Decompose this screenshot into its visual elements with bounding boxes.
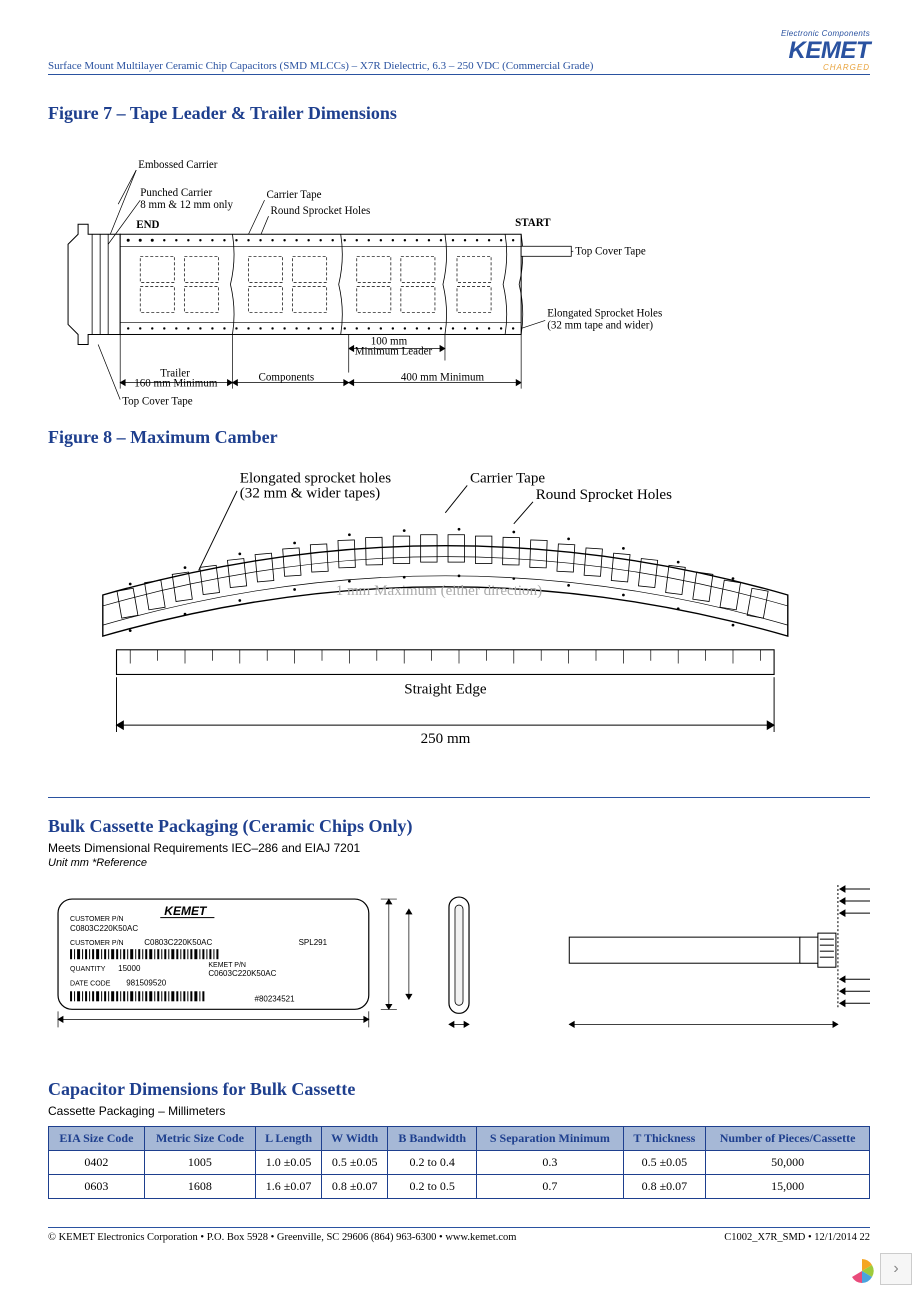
logo-tagline-bottom: CHARGED bbox=[781, 64, 870, 72]
table-cell: 0.7 bbox=[477, 1175, 624, 1199]
f8-round: Round Sprocket Holes bbox=[536, 487, 672, 503]
table-cell: 0402 bbox=[49, 1151, 145, 1175]
f8-straight: Straight Edge bbox=[404, 681, 487, 697]
table-header: L Length bbox=[256, 1127, 322, 1151]
card-cust-pn: C0803C220K50AC bbox=[70, 924, 138, 933]
footer-left: © KEMET Electronics Corporation • P.O. B… bbox=[48, 1232, 516, 1243]
f8-elongated: Elongated sprocket holes (32 mm & wider … bbox=[240, 470, 395, 501]
table-header: Metric Size Code bbox=[144, 1127, 255, 1151]
viewer-logo-icon bbox=[848, 1257, 876, 1285]
footer: © KEMET Electronics Corporation • P.O. B… bbox=[48, 1227, 870, 1243]
table-header: S Separation Minimum bbox=[477, 1127, 624, 1151]
table-header: EIA Size Code bbox=[49, 1127, 145, 1151]
f8-250: 250 mm bbox=[421, 731, 471, 747]
table-cell: 0.3 bbox=[477, 1151, 624, 1175]
chevron-right-icon: › bbox=[893, 1260, 898, 1278]
table-row: 040210051.0 ±0.050.5 ±0.050.2 to 0.40.30… bbox=[49, 1151, 870, 1175]
card-kpn-lbl: KEMET P/N bbox=[208, 962, 246, 969]
next-page-button[interactable]: › bbox=[880, 1253, 912, 1285]
card-cust-lbl: CUSTOMER P/N bbox=[70, 916, 124, 923]
f7-start: START bbox=[515, 217, 551, 229]
card-qty: 15000 bbox=[118, 964, 141, 973]
table-header: T Thickness bbox=[623, 1127, 706, 1151]
figure8-diagram: Elongated sprocket holes (32 mm & wider … bbox=[48, 458, 870, 773]
card-kemet: KEMET bbox=[164, 904, 208, 918]
logo-block: Electronic Components KEMET CHARGED bbox=[781, 30, 870, 72]
f7-top-cover2: Top Cover Tape bbox=[122, 396, 193, 408]
card-date-lbl: DATE CODE bbox=[70, 980, 111, 987]
table-cell: 0603 bbox=[49, 1175, 145, 1199]
card-kpn: C0603C220K50AC bbox=[208, 969, 276, 978]
table-cell: 1.0 ±0.05 bbox=[256, 1151, 322, 1175]
f7-punched: Punched Carrier 8 mm & 12 mm only bbox=[140, 187, 233, 211]
card-spl: SPL291 bbox=[299, 938, 328, 947]
table-cell: 15,000 bbox=[706, 1175, 870, 1199]
f7-end: END bbox=[136, 219, 159, 231]
barcode-icon bbox=[70, 949, 220, 959]
table-cell: 1.6 ±0.07 bbox=[256, 1175, 322, 1199]
table-cell: 0.2 to 0.4 bbox=[388, 1151, 477, 1175]
f7-components: Components bbox=[259, 372, 315, 384]
bulk-meets: Meets Dimensional Requirements IEC–286 a… bbox=[48, 841, 870, 855]
f7-carrier-tape: Carrier Tape bbox=[267, 189, 322, 201]
f8-note: 1 mm Maximum (either direction) bbox=[336, 583, 542, 599]
card-batch: #80234521 bbox=[255, 994, 296, 1003]
doc-header-title: Surface Mount Multilayer Ceramic Chip Ca… bbox=[48, 60, 593, 72]
figure7-diagram: Embossed Carrier Punched Carrier 8 mm & … bbox=[48, 134, 870, 415]
footer-right: C1002_X7R_SMD • 12/1/2014 22 bbox=[724, 1232, 870, 1243]
bulk-diagram: KEMET CUSTOMER P/N C0803C220K50AC CUSTOM… bbox=[48, 879, 870, 1059]
table-cell: 0.5 ±0.05 bbox=[322, 1151, 388, 1175]
f7-elongated: Elongated Sprocket Holes (32 mm tape and… bbox=[547, 307, 665, 331]
table-cell: 1005 bbox=[144, 1151, 255, 1175]
table-row: 060316081.6 ±0.070.8 ±0.070.2 to 0.50.70… bbox=[49, 1175, 870, 1199]
table-header: W Width bbox=[322, 1127, 388, 1151]
table-header: Number of Pieces/Cassette bbox=[706, 1127, 870, 1151]
table-cell: 0.5 ±0.05 bbox=[623, 1151, 706, 1175]
header: Surface Mount Multilayer Ceramic Chip Ca… bbox=[48, 30, 870, 75]
table-cell: 0.8 ±0.07 bbox=[623, 1175, 706, 1199]
dims-title: Capacitor Dimensions for Bulk Cassette bbox=[48, 1079, 870, 1100]
figure8-title: Figure 8 – Maximum Camber bbox=[48, 427, 870, 448]
table-cell: 0.2 to 0.5 bbox=[388, 1175, 477, 1199]
f7-400: 400 mm Minimum bbox=[401, 372, 485, 384]
table-header: B Bandwidth bbox=[388, 1127, 477, 1151]
logo-text: KEMET bbox=[781, 38, 870, 63]
card-cust2-pn: C0803C220K50AC bbox=[144, 938, 212, 947]
f7-top-cover: Top Cover Tape bbox=[575, 245, 646, 257]
dims-table: EIA Size CodeMetric Size CodeL LengthW W… bbox=[48, 1126, 870, 1199]
f7-embossed: Embossed Carrier bbox=[138, 159, 218, 171]
f8-carrier: Carrier Tape bbox=[470, 470, 545, 486]
figure7-title: Figure 7 – Tape Leader & Trailer Dimensi… bbox=[48, 103, 870, 124]
bulk-title: Bulk Cassette Packaging (Ceramic Chips O… bbox=[48, 816, 870, 837]
f7-trailer: Trailer 160 mm Minimum bbox=[134, 368, 218, 390]
f7-leader100: 100 mm Minimum Leader bbox=[355, 335, 433, 357]
table-cell: 50,000 bbox=[706, 1151, 870, 1175]
divider bbox=[48, 797, 870, 798]
dims-sub: Cassette Packaging – Millimeters bbox=[48, 1104, 870, 1118]
table-cell: 1608 bbox=[144, 1175, 255, 1199]
card-cust2-lbl: CUSTOMER P/N bbox=[70, 940, 124, 947]
bulk-unit: Unit mm *Reference bbox=[48, 857, 870, 869]
table-cell: 0.8 ±0.07 bbox=[322, 1175, 388, 1199]
card-qty-lbl: QUANTITY bbox=[70, 966, 106, 973]
f7-round: Round Sprocket Holes bbox=[271, 205, 371, 217]
card-date: 981509520 bbox=[126, 978, 167, 987]
